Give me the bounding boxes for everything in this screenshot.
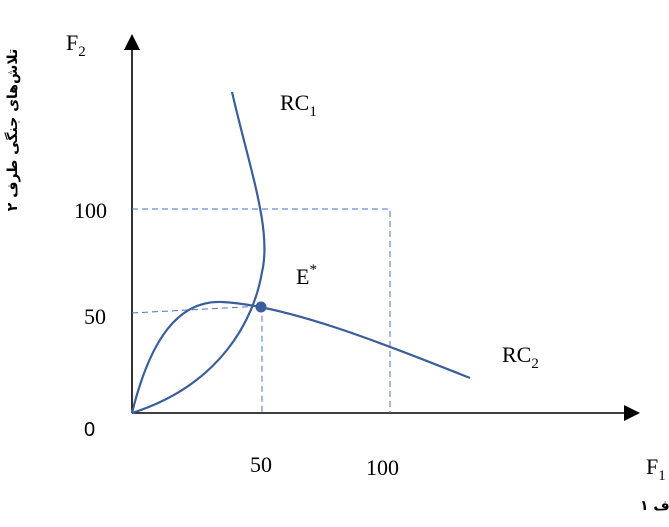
rc2-curve — [130, 300, 471, 414]
y-axis-title: تلاش‌های جنگی طرف ۲ — [4, 49, 21, 211]
x-tick-label: 50 — [250, 452, 272, 477]
y-tick-label: 100 — [74, 198, 107, 223]
x-axis-label: F1 — [646, 454, 666, 484]
guide-100 — [132, 208, 391, 413]
guide-50 — [131, 305, 263, 413]
x-tick-label: 100 — [366, 455, 399, 480]
rc2-label: RC2 — [502, 342, 539, 372]
equilibrium-point — [255, 301, 267, 313]
rc1-label: RC1 — [280, 90, 317, 120]
y-axis-label: F2 — [66, 30, 86, 60]
origin-label: 0 — [84, 419, 95, 441]
equilibrium-label: E* — [296, 262, 317, 289]
x-axis-title: تلاش‌های جنگی طرف ۱ — [640, 497, 669, 514]
y-tick-label: 50 — [84, 304, 106, 329]
rc1-curve — [131, 91, 266, 415]
